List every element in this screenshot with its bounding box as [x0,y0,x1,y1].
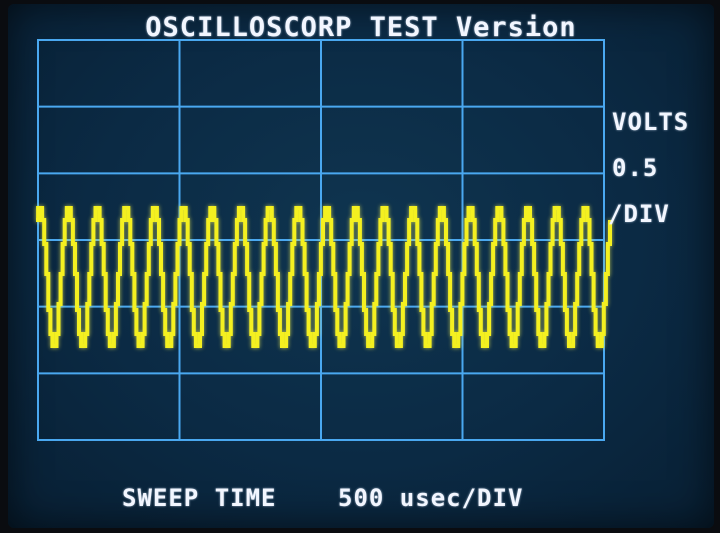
oscilloscope-screen: OSCILLOSCORP TEST Version VOLTS 0.5 /DIV… [8,4,714,528]
volts-value: 0.5 [612,154,659,182]
scope-display [36,39,612,441]
signal-trace [36,206,612,348]
screen-title: OSCILLOSCORP TEST Version [145,12,577,43]
graticule [37,39,605,441]
volts-label: VOLTS [612,108,690,136]
sweep-time-label: SWEEP TIME [122,484,277,512]
volts-unit: /DIV [608,200,670,228]
sweep-time-value: 500 usec/DIV [338,484,524,512]
